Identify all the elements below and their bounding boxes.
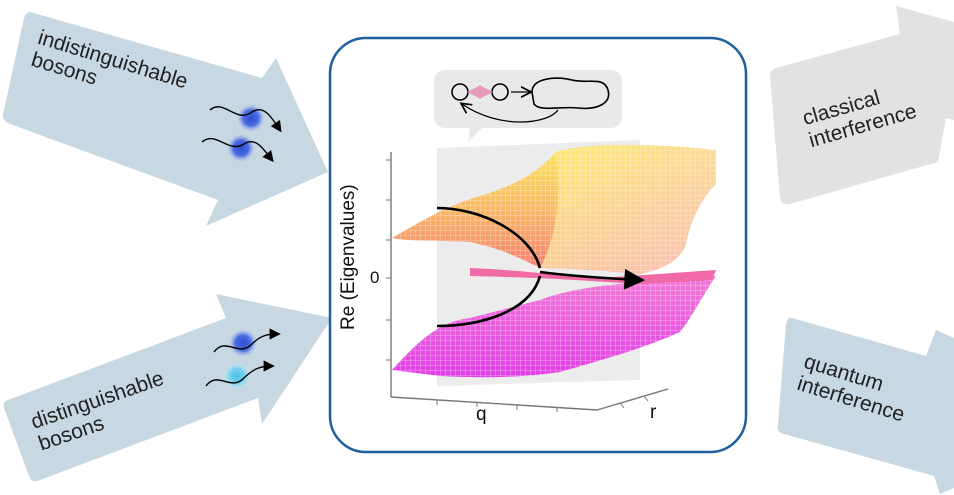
y-axis-label: Re (Eigenvalues) <box>338 184 359 330</box>
boson-blue-icon <box>229 329 257 357</box>
r-axis-label: r <box>650 402 657 423</box>
arrow-quantum-interference <box>777 317 954 494</box>
arrow-distinguishable-bosons <box>3 294 332 482</box>
arrow-indistinguishable-bosons <box>2 12 328 226</box>
mode-schematic-bubble <box>434 70 622 142</box>
degeneracy-sheet <box>470 268 716 284</box>
return-arrow-icon <box>462 104 559 123</box>
zero-tick-label: 0 <box>370 268 380 287</box>
x-axis-label: q <box>476 404 487 425</box>
boson-blue-icon <box>227 134 255 162</box>
eigenvalue-trajectory <box>436 206 646 328</box>
boson-pair-distinguishable <box>205 328 281 390</box>
boson-path-icon <box>213 328 281 353</box>
boson-path-icon <box>205 360 275 387</box>
reservoir-blob-icon <box>531 77 610 110</box>
upper-eigenvalue-surface <box>392 144 716 274</box>
lower-eigenvalue-surface <box>392 276 716 378</box>
arrow-classical-interference <box>770 6 954 205</box>
boson-pair-indistinguishable <box>201 104 282 163</box>
boson-blue-icon <box>237 104 265 132</box>
plot-axes <box>386 152 669 412</box>
boson-path-icon <box>209 106 282 133</box>
boson-path-icon <box>201 137 274 163</box>
